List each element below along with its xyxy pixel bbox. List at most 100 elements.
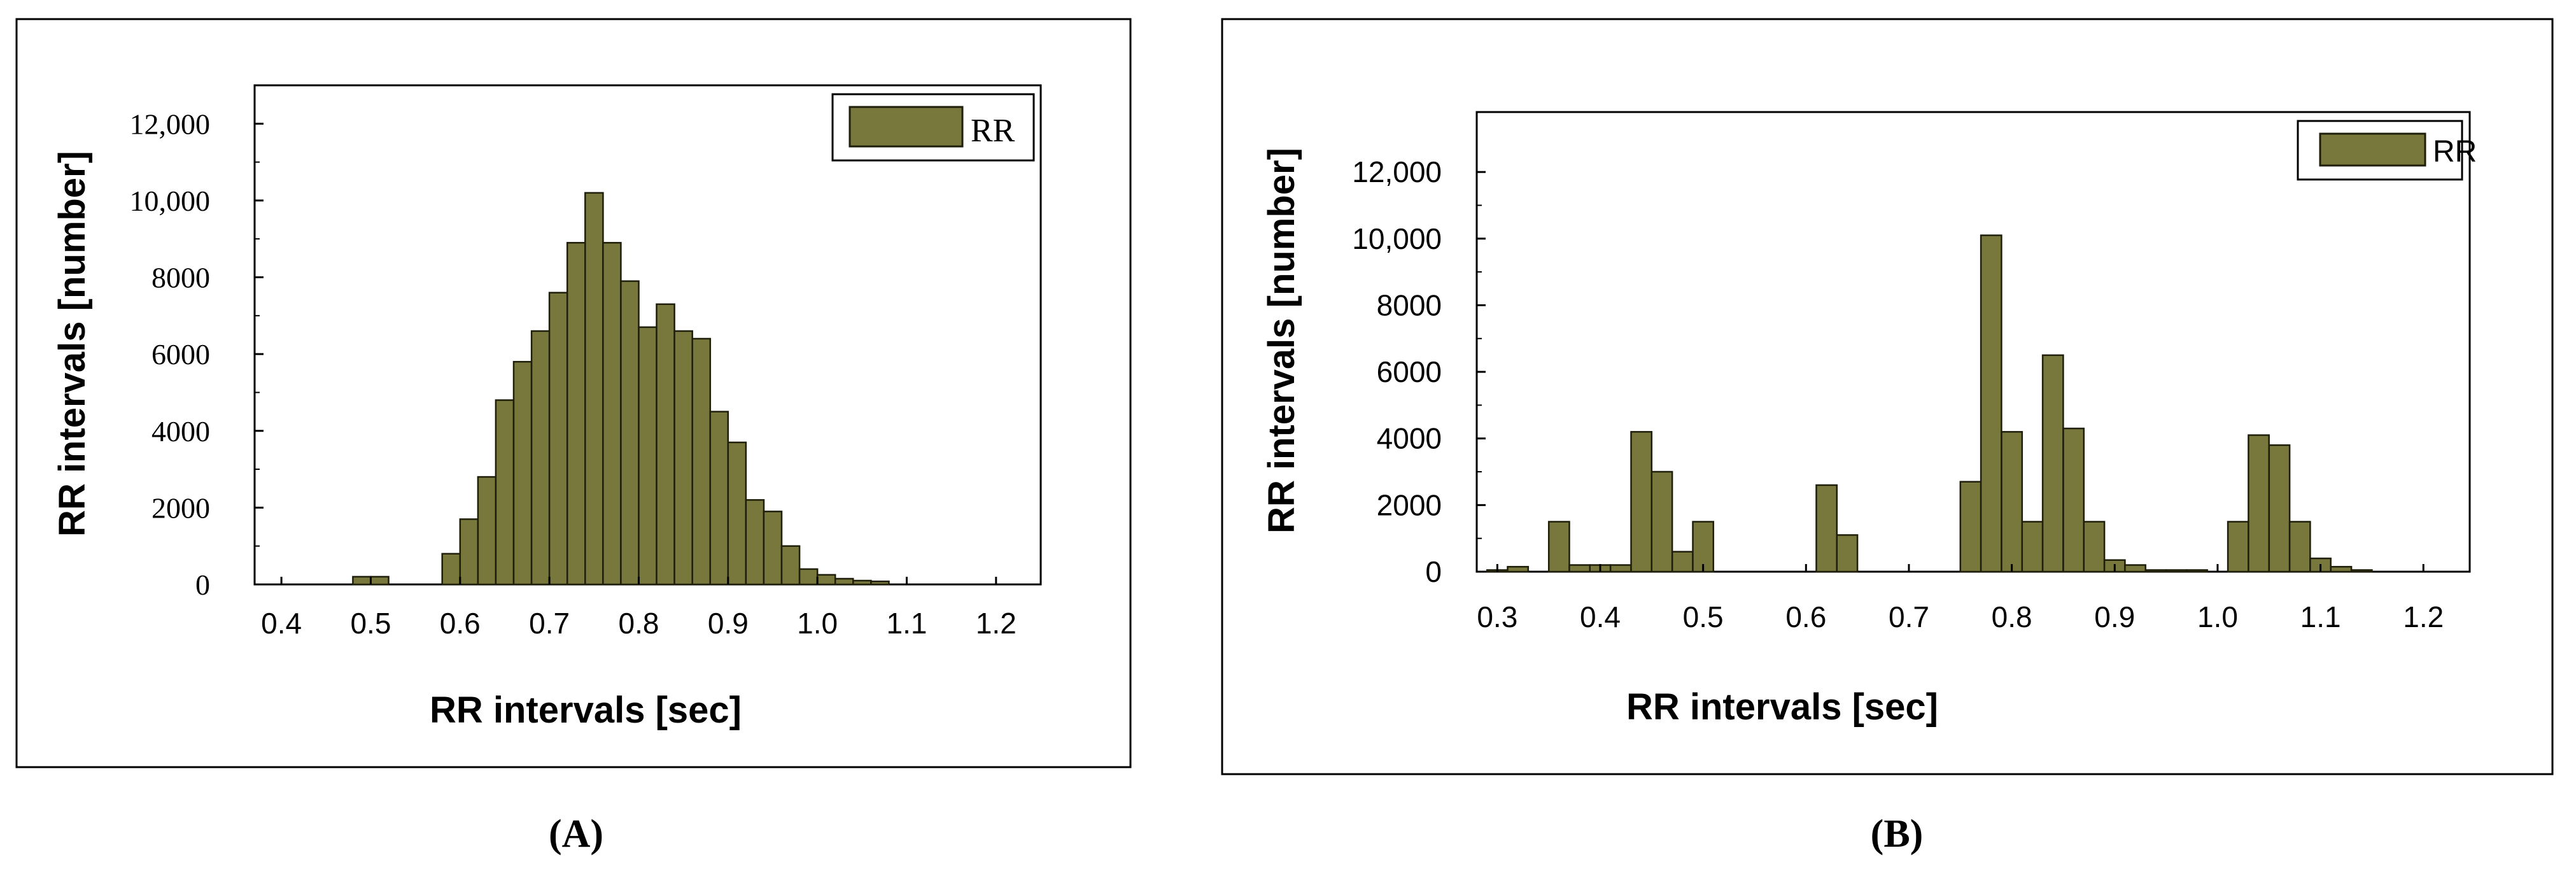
panel-a-bars <box>352 192 890 586</box>
panel-a-legend-swatch <box>848 106 964 148</box>
panel-b-bars <box>1486 234 2373 573</box>
panel-b-y-tick-label-5: 10,000 <box>1352 222 1442 255</box>
panel-a-y-tick-label-0: 0 <box>195 569 210 601</box>
panel-b-bar-15 <box>2021 521 2044 573</box>
panel-a-bar-1 <box>370 576 390 586</box>
panel-a-x-tick-label-1: 0.5 <box>350 607 391 640</box>
panel-a-x-tick-label-8: 1.2 <box>976 607 1017 640</box>
panel-b-bar-27 <box>2288 521 2311 573</box>
panel-b-y-tick-label-6: 12,000 <box>1352 155 1442 188</box>
panel-b-legend-label: RR <box>2433 135 2477 169</box>
panel-b-bar-30 <box>2350 569 2373 573</box>
panel-a-bar-19 <box>745 499 765 586</box>
panel-b-bar-23 <box>2186 569 2208 573</box>
panel-a-x-tick-label-6: 1.0 <box>797 607 838 640</box>
panel-b-bar-7 <box>1650 470 1673 573</box>
panel-a-bar-10 <box>584 192 604 586</box>
panel-b-x-tick-label-3: 0.6 <box>1785 600 1826 633</box>
panel-a-bar-7 <box>530 330 551 586</box>
panel-a-x-tick-label-3: 0.7 <box>529 607 570 640</box>
panel-a-bar-23 <box>816 574 836 586</box>
panel-b-y-tick-label-2: 4000 <box>1377 422 1442 455</box>
panel-a-y-tick-label-4: 8000 <box>151 262 210 294</box>
panel-b-x-axis-label: RR intervals [sec] <box>1626 686 1938 728</box>
panel-b-y-tick-label-3: 6000 <box>1377 355 1442 388</box>
panel-a-bar-21 <box>780 545 801 586</box>
panel-a-y-tick-label-5: 10,000 <box>130 185 211 217</box>
panel-a-bar-9 <box>566 242 586 586</box>
panel-a-y-tick-label-1: 2000 <box>151 491 210 524</box>
panel-b-bar-10 <box>1815 484 1838 573</box>
panel-a-y-tick-label-6: 12,000 <box>130 108 211 140</box>
panel-a-bar-3 <box>459 518 479 586</box>
panel-b-bar-22 <box>2165 569 2188 573</box>
panel-b-bar-3 <box>1568 564 1591 573</box>
panel-b-x-tick-label-6: 0.9 <box>2094 600 2135 633</box>
panel-a-bar-20 <box>763 511 783 586</box>
panel-a-bar-18 <box>727 441 747 586</box>
panel-b-bar-13 <box>1980 234 2002 573</box>
panel-a-caption: (A) <box>549 812 603 856</box>
panel-b-bar-2 <box>1547 521 1570 573</box>
panel-a-x-tick-label-0: 0.4 <box>261 607 302 640</box>
panel-b-bar-20 <box>2124 564 2146 573</box>
panel-b-bar-18 <box>2083 521 2106 573</box>
panel-b-x-tick-label-9: 1.2 <box>2403 600 2444 633</box>
panel-a-bar-6 <box>512 360 533 586</box>
panel-a-y-ticks: 0 2000 4000 6000 8000 10,000 12,000 <box>130 108 264 601</box>
panel-b-y-tick-label-0: 0 <box>1425 555 1442 588</box>
panel-b-caption-text: (B) <box>1871 812 1924 856</box>
panel-b-x-tick-label-7: 1.0 <box>2197 600 2238 633</box>
panel-a-bar-8 <box>548 292 568 586</box>
panel-b-bar-6 <box>1630 431 1653 573</box>
panel-b-bar-14 <box>2001 431 2023 573</box>
panel-b-bar-21 <box>2144 569 2167 573</box>
panel-a-bar-11 <box>602 242 622 586</box>
panel-a-bar-24 <box>834 577 854 586</box>
panel-a-bar-4 <box>477 476 497 586</box>
panel-b-bar-12 <box>1959 481 1982 573</box>
panel-b-bar-1 <box>1507 565 1530 573</box>
panel-a-y-tick-label-2: 4000 <box>151 415 210 448</box>
panel-b-x-tick-label-5: 0.8 <box>1992 600 2032 633</box>
panel-b-y-axis-label: RR intervals [number] <box>1261 148 1302 533</box>
panel-a-x-tick-label-2: 0.6 <box>440 607 481 640</box>
panel-a-caption-text: (A) <box>549 812 603 856</box>
panel-a-y-axis-label: RR intervals [number] <box>52 151 93 537</box>
panel-a-bar-26 <box>870 580 890 586</box>
panel-a-bar-14 <box>656 303 675 586</box>
panel-b-x-tick-label-0: 0.3 <box>1477 600 1517 633</box>
panel-a-bar-0 <box>352 576 372 586</box>
panel-a-x-axis-label: RR intervals [sec] <box>430 689 742 731</box>
panel-a-x-tick-label-5: 0.9 <box>708 607 749 640</box>
panel-a-bar-16 <box>691 337 712 586</box>
panel-b-bar-8 <box>1671 551 1694 573</box>
panel-a-bar-5 <box>495 399 515 586</box>
panel-b-bar-25 <box>2248 434 2270 573</box>
panel-b-x-tick-label-4: 0.7 <box>1889 600 1929 633</box>
panel-a-bar-22 <box>798 568 819 586</box>
panel-a-bar-17 <box>709 411 729 586</box>
panel-b-bar-24 <box>2227 521 2249 573</box>
panel-a-bar-15 <box>673 330 693 586</box>
panel-a-bar-2 <box>441 553 461 586</box>
panel-a-bar-13 <box>638 326 658 586</box>
panel-a-legend-label: RR <box>971 113 1015 149</box>
panel-b-y-ticks: 0 2000 4000 6000 8000 10,000 12,000 <box>1352 155 1486 588</box>
panel-b-bar-16 <box>2041 354 2064 573</box>
panel-b-x-tick-label-2: 0.5 <box>1683 600 1724 633</box>
panel-a-legend: RR <box>831 93 1035 162</box>
panel-b-y-tick-label-4: 8000 <box>1377 288 1442 321</box>
panel-b-y-tick-label-1: 2000 <box>1377 488 1442 521</box>
panel-b-legend: RR <box>2297 120 2477 181</box>
panel-b-bar-26 <box>2268 444 2291 573</box>
panel-b-x-ticks: 0.3 0.4 0.5 0.6 0.7 0.8 0.9 1.0 1.1 1.2 <box>1477 564 2444 633</box>
panel-b-bar-5 <box>1609 564 1632 573</box>
panel-b-bar-17 <box>2062 427 2085 573</box>
panel-a-x-ticks: 0.4 0.5 0.6 0.7 0.8 0.9 1.0 1.1 1.2 <box>261 577 1017 640</box>
panel-b-x-tick-label-8: 1.1 <box>2300 600 2341 633</box>
panel-a-x-tick-label-4: 0.8 <box>618 607 659 640</box>
panel-b-x-tick-label-1: 0.4 <box>1580 600 1621 633</box>
